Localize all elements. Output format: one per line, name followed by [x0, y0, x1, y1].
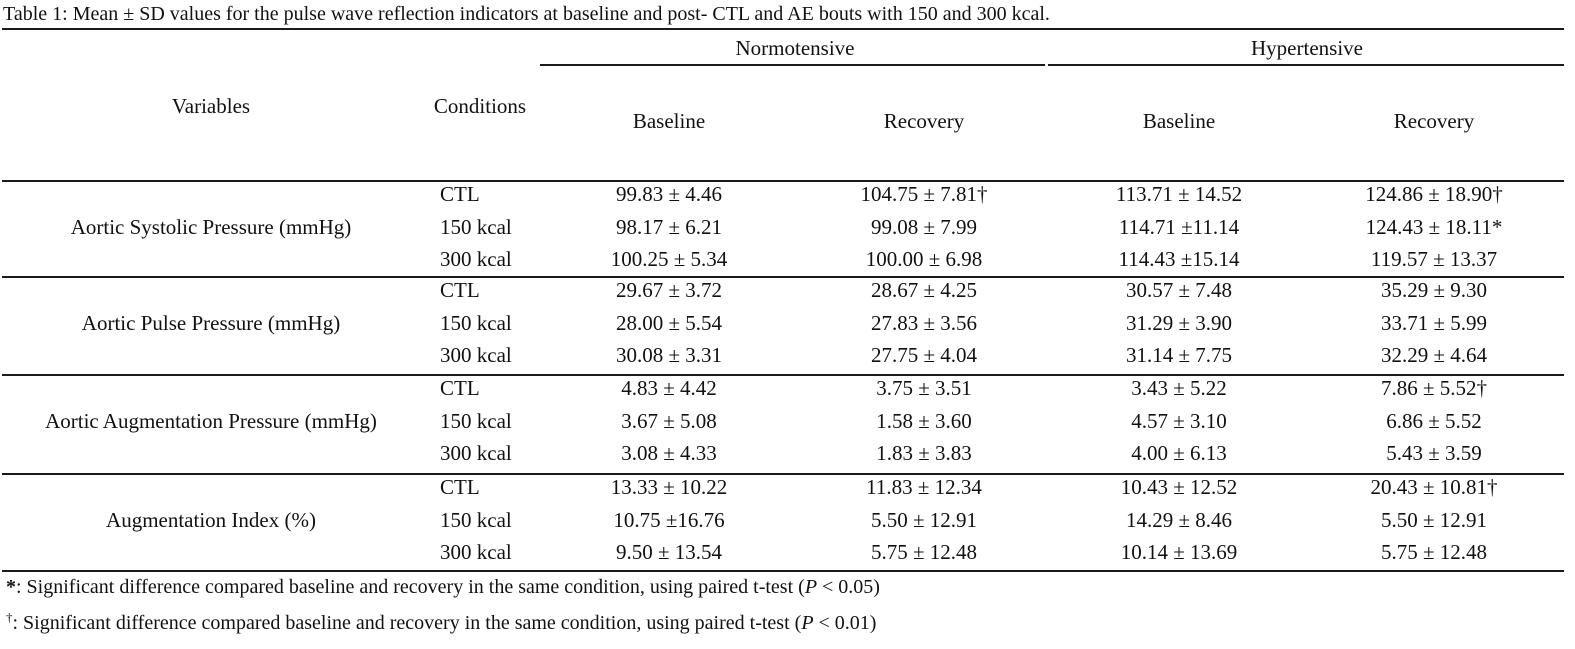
- value-cell: 100.00 ± 6.98: [865, 247, 983, 271]
- variable-label: Aortic Systolic Pressure (mmHg): [70, 214, 352, 239]
- footnote-text: : Significant difference compared baseli…: [12, 612, 802, 634]
- value-cell: 27.75 ± 4.04: [870, 343, 978, 367]
- value-cell: 4.57 ± 3.10: [1131, 408, 1227, 433]
- footnote-p: P: [804, 576, 818, 598]
- footnote-p: P: [801, 612, 814, 634]
- table-caption: Table 1: Mean ± SD values for the pulse …: [3, 3, 1050, 25]
- top-rule: [2, 28, 1564, 30]
- value-cell: 10.75 ±16.76: [613, 507, 725, 532]
- value-cell: 3.67 ± 5.08: [621, 408, 717, 433]
- header-conditions: Conditions: [433, 94, 527, 118]
- footnote-threshold: < 0.01): [813, 612, 877, 634]
- value-cell: 31.29 ± 3.90: [1125, 310, 1233, 335]
- value-cell: 6.86 ± 5.52: [1386, 408, 1482, 433]
- value-cell: 4.83 ± 4.42: [621, 376, 717, 400]
- value-cell: 3.43 ± 5.22: [1131, 376, 1227, 400]
- condition-label: 300 kcal: [440, 343, 512, 367]
- value-cell: 14.29 ± 8.46: [1125, 507, 1233, 532]
- header-group-normotensive: Normotensive: [735, 36, 855, 60]
- footnote-significance-005: *: Significant difference compared basel…: [6, 574, 880, 600]
- condition-label: 150 kcal: [440, 507, 512, 532]
- value-cell: 114.43 ±15.14: [1118, 247, 1240, 271]
- value-cell: 7.86 ± 5.52†: [1380, 376, 1488, 400]
- value-cell: 100.25 ± 5.34: [610, 247, 728, 271]
- footnote-threshold: < 0.05): [817, 576, 880, 598]
- value-cell: 28.00 ± 5.54: [615, 310, 723, 335]
- footnote-text: : Significant difference compared baseli…: [16, 576, 805, 598]
- value-cell: 33.71 ± 5.99: [1380, 310, 1488, 335]
- value-cell: 98.17 ± 6.21: [615, 214, 723, 239]
- header-rule: [2, 180, 1564, 182]
- value-cell: 1.83 ± 3.83: [876, 441, 972, 465]
- value-cell: 114.71 ±11.14: [1118, 214, 1240, 239]
- row-rule-1: [2, 276, 1564, 278]
- footnote-significance-001: †: Significant difference compared basel…: [6, 610, 876, 636]
- value-cell: 5.43 ± 3.59: [1386, 441, 1482, 465]
- value-cell: 5.75 ± 12.48: [1380, 540, 1488, 564]
- bottom-rule: [2, 570, 1564, 572]
- condition-label: 150 kcal: [440, 310, 512, 335]
- value-cell: 35.29 ± 9.30: [1380, 278, 1488, 302]
- value-cell: 32.29 ± 4.64: [1380, 343, 1488, 367]
- condition-label: 300 kcal: [440, 441, 512, 465]
- condition-label: 150 kcal: [440, 214, 512, 239]
- header-variables: Variables: [171, 94, 251, 118]
- value-cell: 13.33 ± 10.22: [610, 475, 728, 499]
- value-cell: 10.14 ± 13.69: [1120, 540, 1238, 564]
- header-normo-baseline: Baseline: [632, 109, 706, 133]
- condition-label: CTL: [440, 182, 480, 206]
- condition-label: 150 kcal: [440, 408, 512, 433]
- value-cell: 11.83 ± 12.34: [866, 475, 982, 499]
- value-cell: 113.71 ± 14.52: [1115, 182, 1243, 206]
- value-cell: 124.86 ± 18.90†: [1365, 182, 1503, 206]
- header-hyper-baseline: Baseline: [1142, 109, 1216, 133]
- variable-label: Aortic Pulse Pressure (mmHg): [81, 310, 341, 335]
- condition-label: CTL: [440, 376, 480, 400]
- value-cell: 5.50 ± 12.91: [1380, 507, 1488, 532]
- value-cell: 3.75 ± 3.51: [876, 376, 972, 400]
- condition-label: CTL: [440, 475, 480, 499]
- value-cell: 20.43 ± 10.81†: [1370, 475, 1498, 499]
- value-cell: 29.67 ± 3.72: [615, 278, 723, 302]
- value-cell: 5.75 ± 12.48: [870, 540, 978, 564]
- condition-label: CTL: [440, 278, 480, 302]
- value-cell: 28.67 ± 4.25: [870, 278, 978, 302]
- value-cell: 30.57 ± 7.48: [1125, 278, 1233, 302]
- condition-label: 300 kcal: [440, 540, 512, 564]
- variable-label: Augmentation Index (%): [106, 507, 316, 532]
- value-cell: 30.08 ± 3.31: [615, 343, 723, 367]
- footnote-mark: †: [6, 609, 13, 625]
- value-cell: 119.57 ± 13.37: [1370, 247, 1498, 271]
- header-normo-recovery: Recovery: [883, 109, 965, 133]
- group-rule-normotensive: [540, 64, 1045, 66]
- group-rule-hypertensive: [1048, 64, 1564, 66]
- value-cell: 27.83 ± 3.56: [870, 310, 978, 335]
- header-hyper-recovery: Recovery: [1393, 109, 1475, 133]
- header-group-hypertensive: Hypertensive: [1251, 36, 1363, 60]
- value-cell: 4.00 ± 6.13: [1131, 441, 1227, 465]
- condition-label: 300 kcal: [440, 247, 512, 271]
- variable-label: Aortic Augmentation Pressure (mmHg): [45, 408, 377, 433]
- value-cell: 9.50 ± 13.54: [615, 540, 723, 564]
- value-cell: 3.08 ± 4.33: [621, 441, 717, 465]
- value-cell: 10.43 ± 12.52: [1120, 475, 1238, 499]
- value-cell: 124.43 ± 18.11*: [1365, 214, 1503, 239]
- value-cell: 31.14 ± 7.75: [1125, 343, 1233, 367]
- row-rule-3: [2, 473, 1564, 475]
- value-cell: 99.83 ± 4.46: [615, 182, 723, 206]
- value-cell: 104.75 ± 7.81†: [860, 182, 988, 206]
- value-cell: 1.58 ± 3.60: [876, 408, 972, 433]
- value-cell: 99.08 ± 7.99: [870, 214, 978, 239]
- footnote-mark: *: [6, 576, 16, 598]
- value-cell: 5.50 ± 12.91: [870, 507, 978, 532]
- row-rule-2: [2, 374, 1564, 376]
